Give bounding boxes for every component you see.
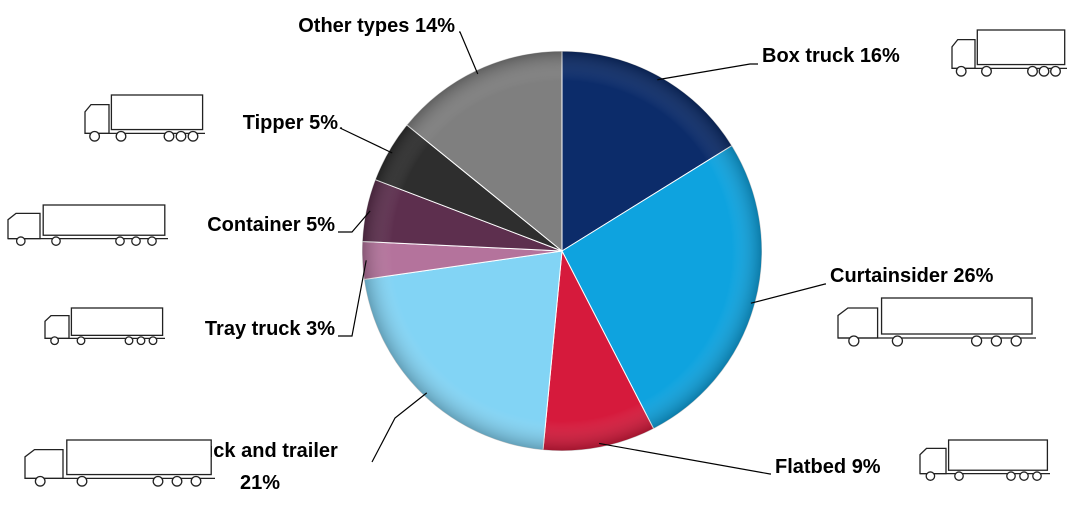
leader-line [338, 260, 367, 337]
slice-label: Box truck 16% [762, 45, 900, 67]
wheel [1038, 65, 1050, 77]
wheel [89, 130, 101, 142]
truck-body [976, 29, 1066, 66]
category-label: Tipper [243, 112, 304, 134]
wheel [115, 130, 127, 142]
truck-body [110, 94, 204, 131]
leader-line [371, 392, 428, 463]
wheel [1032, 471, 1042, 481]
slice-label: Container 5% [207, 214, 335, 236]
wheel [131, 236, 141, 246]
leader-line [459, 31, 479, 75]
wheel [970, 335, 983, 347]
wheel [76, 336, 86, 346]
wheel [891, 335, 904, 347]
leader-line [339, 127, 393, 154]
wheel [954, 471, 964, 481]
value-label: 21% [240, 472, 280, 494]
wheel [50, 336, 60, 346]
leader-line [598, 442, 771, 475]
wheel [51, 236, 61, 246]
truck-body [880, 297, 1033, 335]
truck-body [947, 439, 1049, 471]
slice-label: Flatbed 9% [775, 456, 881, 478]
wheel [1027, 65, 1038, 77]
value-label: 14% [415, 15, 455, 37]
value-label: 5% [309, 112, 338, 134]
truck-icon [84, 94, 205, 142]
category-label: Tray truck [205, 318, 301, 340]
truck-cab [44, 314, 70, 340]
wheel [171, 475, 183, 487]
category-label: Flatbed [775, 456, 846, 478]
truck-body [66, 439, 212, 476]
slice-label: Truck and trailer 21% [182, 440, 338, 494]
wheel [15, 236, 26, 246]
truck-icon [837, 297, 1036, 347]
wheel [990, 335, 1003, 347]
truck-body [70, 307, 164, 337]
category-label: Container [207, 214, 301, 236]
wheel [1006, 471, 1016, 481]
wheel [34, 475, 46, 487]
slice-label: Curtainsider 26% [830, 265, 994, 287]
wheel [152, 475, 164, 487]
slice-label: Tipper 5% [243, 112, 338, 134]
value-label: 16% [860, 45, 900, 67]
wheel [147, 236, 157, 246]
category-label: Box truck [762, 45, 855, 67]
wheel [955, 65, 967, 77]
truck-body [42, 204, 166, 236]
truck-cab [951, 38, 976, 70]
truck-cab [24, 448, 64, 480]
wheel [981, 65, 992, 77]
wheel [925, 471, 936, 481]
wheel [148, 336, 158, 346]
wheel [175, 130, 187, 142]
category-label: Truck and trailer [182, 440, 338, 462]
category-label: Other types [298, 15, 409, 37]
wheel [848, 335, 860, 347]
wheel [115, 236, 125, 246]
truck-icon [951, 29, 1067, 77]
wheel [76, 475, 88, 487]
category-label: Curtainsider [830, 265, 948, 287]
leader-line [338, 210, 371, 233]
truck-icon [7, 204, 168, 246]
wheel [187, 130, 199, 142]
leader-line [750, 283, 826, 304]
truck-cab [919, 447, 947, 475]
value-label: 5% [306, 214, 335, 236]
wheel [1010, 335, 1022, 347]
truck-cab [84, 103, 110, 135]
slice-label: Tray truck 3% [205, 318, 335, 340]
truck-icon [919, 439, 1050, 481]
wheel [163, 130, 175, 142]
wheel [1019, 471, 1029, 481]
wheel [124, 336, 134, 346]
value-label: 3% [306, 318, 335, 340]
leader-line [657, 63, 758, 81]
truck-cab [7, 212, 41, 240]
slice-label: Other types 14% [298, 15, 455, 37]
value-label: 26% [953, 265, 993, 287]
truck-icon [24, 439, 215, 487]
value-label: 9% [852, 456, 881, 478]
truck-icon [44, 307, 165, 346]
wheel [190, 475, 202, 487]
wheel [136, 336, 146, 346]
truck-cab [837, 307, 879, 339]
wheel [1050, 65, 1061, 77]
